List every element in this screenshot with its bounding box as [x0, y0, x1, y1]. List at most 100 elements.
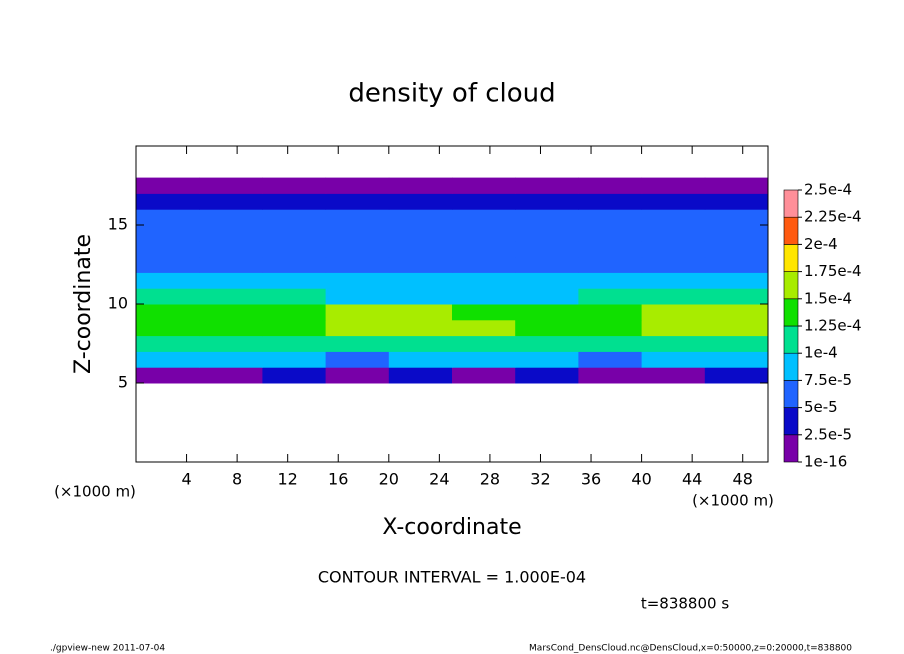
y-tick-label: 10	[108, 294, 128, 313]
heat-cell	[262, 304, 327, 321]
heat-cell	[704, 209, 769, 226]
heat-cell	[325, 304, 390, 321]
heat-cell	[578, 193, 643, 210]
heat-cell	[325, 240, 390, 258]
heat-cell	[388, 319, 453, 337]
x-tick-label: 32	[530, 470, 550, 489]
heat-cell	[262, 351, 327, 368]
heat-cell	[578, 367, 643, 384]
heat-cell	[515, 272, 579, 289]
heat-cell	[199, 225, 263, 242]
heat-cell	[704, 177, 769, 194]
heat-cell	[452, 335, 516, 352]
heat-cell	[452, 209, 516, 226]
heat-cell	[578, 209, 643, 226]
heat-cell	[388, 177, 453, 194]
heat-cell	[199, 193, 263, 210]
heat-cell	[641, 351, 706, 368]
heat-cell	[262, 335, 327, 352]
heat-cell	[325, 272, 390, 289]
footer-left: ./gpview-new 2011-07-04	[50, 644, 165, 654]
heat-cell	[262, 288, 327, 305]
x-axis-label: X-coordinate	[382, 515, 521, 540]
heat-cell	[452, 256, 516, 273]
heat-cell	[578, 304, 643, 321]
heat-cell	[199, 288, 263, 305]
heat-cell	[515, 335, 579, 352]
chart-title: density of cloud	[348, 79, 555, 109]
heat-cell	[704, 240, 769, 258]
heat-cell	[515, 367, 579, 384]
heat-cell	[704, 335, 769, 352]
heat-cell	[578, 177, 643, 194]
heat-cell	[136, 240, 200, 258]
heat-cell	[641, 367, 706, 384]
heat-cell	[641, 256, 706, 273]
heat-cell	[388, 367, 453, 384]
heat-cell	[641, 193, 706, 210]
heat-cell	[515, 177, 579, 194]
heat-cell	[199, 319, 263, 337]
heat-cell	[641, 272, 706, 289]
x-tick-label: 12	[278, 470, 298, 489]
colorbar-label: 1e-16	[804, 453, 847, 471]
colorbar-label: 1e-4	[804, 344, 838, 362]
colorbar-segment	[783, 380, 799, 408]
y-tick-label: 5	[118, 373, 128, 392]
heat-cell	[325, 288, 390, 305]
heat-cell	[262, 225, 327, 242]
heat-cell	[452, 288, 516, 305]
x-tick-label: 48	[733, 470, 753, 489]
heat-cell	[388, 256, 453, 273]
heat-cell	[325, 351, 390, 368]
heat-cell	[388, 272, 453, 289]
x-tick-label: 4	[181, 470, 191, 489]
colorbar-segment	[783, 325, 799, 354]
heatmap	[136, 177, 769, 384]
colorbar-label: 2.5e-4	[804, 181, 852, 199]
heat-cell	[262, 240, 327, 258]
heat-cell	[452, 177, 516, 194]
heat-cell	[704, 193, 769, 210]
colorbar-label: 5e-5	[804, 398, 838, 416]
heat-cell	[388, 209, 453, 226]
heat-cell	[136, 177, 200, 194]
heat-cell	[199, 304, 263, 321]
colorbar-label: 7.5e-5	[804, 371, 852, 389]
heat-cell	[641, 177, 706, 194]
heat-cell	[452, 367, 516, 384]
heat-cell	[578, 240, 643, 258]
x-tick-label: 8	[232, 470, 242, 489]
heat-cell	[515, 351, 579, 368]
heat-cell	[199, 177, 263, 194]
heat-cell	[388, 240, 453, 258]
heat-cell	[136, 193, 200, 210]
y-tick-label: 15	[108, 215, 128, 234]
heat-cell	[199, 272, 263, 289]
heat-cell	[452, 240, 516, 258]
heat-cell	[325, 367, 390, 384]
heat-cell	[704, 256, 769, 273]
heat-cell	[262, 256, 327, 273]
heat-cell	[199, 240, 263, 258]
heat-cell	[262, 209, 327, 226]
colorbar-segment	[783, 244, 799, 272]
footer-right: MarsCond_DensCloud.nc@DensCloud,x=0:5000…	[529, 644, 852, 654]
heat-cell	[704, 304, 769, 321]
colorbar-segment	[783, 216, 799, 245]
heat-cell	[641, 304, 706, 321]
x-tick-label: 28	[480, 470, 500, 489]
colorbar-label: 2e-4	[804, 235, 838, 253]
heat-cell	[325, 256, 390, 273]
heat-cell	[388, 304, 453, 321]
heat-cell	[641, 209, 706, 226]
heat-cell	[388, 335, 453, 352]
heat-cell	[325, 209, 390, 226]
heat-cell	[452, 319, 516, 337]
heat-cell	[136, 209, 200, 226]
contour-note: CONTOUR INTERVAL = 1.000E-04	[318, 568, 586, 587]
heat-cell	[388, 225, 453, 242]
colorbar-label: 1.5e-4	[804, 289, 852, 307]
heat-cell	[136, 351, 200, 368]
heat-cell	[641, 225, 706, 242]
